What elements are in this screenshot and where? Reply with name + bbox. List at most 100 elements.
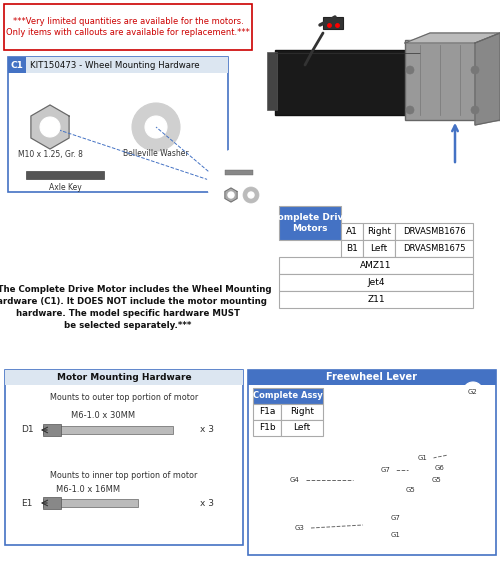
- Circle shape: [406, 66, 414, 74]
- FancyBboxPatch shape: [363, 240, 395, 257]
- Polygon shape: [225, 188, 237, 202]
- FancyBboxPatch shape: [43, 497, 61, 509]
- FancyBboxPatch shape: [8, 57, 228, 73]
- Circle shape: [248, 192, 254, 198]
- Circle shape: [406, 106, 414, 114]
- Text: Freewheel Lever: Freewheel Lever: [326, 373, 418, 383]
- Text: hardware. The model specific hardware MUST: hardware. The model specific hardware MU…: [16, 310, 240, 319]
- Text: G1: G1: [418, 455, 428, 461]
- Circle shape: [16, 419, 38, 441]
- Text: x 3: x 3: [200, 425, 214, 434]
- Circle shape: [471, 66, 479, 74]
- Text: Right: Right: [290, 408, 314, 417]
- Text: Right: Right: [367, 227, 391, 236]
- Text: G7: G7: [391, 515, 401, 521]
- Circle shape: [413, 448, 433, 468]
- FancyBboxPatch shape: [5, 370, 243, 385]
- Circle shape: [145, 116, 167, 138]
- FancyBboxPatch shape: [405, 40, 500, 120]
- FancyBboxPatch shape: [4, 4, 252, 50]
- FancyBboxPatch shape: [43, 426, 173, 434]
- Text: D1: D1: [20, 425, 34, 434]
- FancyBboxPatch shape: [495, 70, 500, 80]
- Text: G6: G6: [435, 465, 445, 471]
- Text: G7: G7: [381, 467, 391, 473]
- FancyBboxPatch shape: [43, 499, 138, 507]
- FancyBboxPatch shape: [8, 57, 26, 73]
- Polygon shape: [405, 33, 500, 43]
- Circle shape: [243, 187, 259, 203]
- Circle shape: [386, 508, 406, 528]
- Text: E1: E1: [22, 498, 32, 507]
- Text: KIT150473 - Wheel Mounting Hardware: KIT150473 - Wheel Mounting Hardware: [30, 61, 200, 70]
- Text: Motor Mounting Hardware: Motor Mounting Hardware: [56, 373, 192, 382]
- Text: ***The Complete Drive Motor includes the Wheel Mounting: ***The Complete Drive Motor includes the…: [0, 286, 272, 294]
- Circle shape: [228, 192, 234, 198]
- Text: B1: B1: [346, 244, 358, 253]
- FancyBboxPatch shape: [395, 240, 473, 257]
- FancyBboxPatch shape: [253, 388, 323, 404]
- FancyBboxPatch shape: [267, 52, 277, 110]
- FancyBboxPatch shape: [323, 17, 343, 29]
- Text: A1: A1: [346, 227, 358, 236]
- Text: F1a: F1a: [259, 408, 275, 417]
- FancyBboxPatch shape: [395, 223, 473, 240]
- Text: F1b: F1b: [258, 424, 276, 433]
- Text: be selected separately.***: be selected separately.***: [64, 321, 192, 331]
- Text: G2: G2: [468, 389, 478, 395]
- FancyBboxPatch shape: [341, 240, 363, 257]
- Text: G4: G4: [290, 477, 300, 483]
- Text: Left: Left: [370, 244, 388, 253]
- Polygon shape: [475, 33, 500, 125]
- Text: G3: G3: [295, 525, 305, 531]
- FancyBboxPatch shape: [279, 206, 341, 240]
- Polygon shape: [31, 105, 69, 149]
- Circle shape: [430, 458, 450, 478]
- Circle shape: [132, 103, 180, 151]
- FancyBboxPatch shape: [225, 170, 253, 175]
- FancyBboxPatch shape: [248, 370, 496, 385]
- Text: Complete Assy: Complete Assy: [253, 391, 323, 400]
- Text: Z11: Z11: [367, 295, 385, 304]
- Text: M10 x 1.25, Gr. 8: M10 x 1.25, Gr. 8: [18, 150, 82, 159]
- Text: G1: G1: [391, 532, 401, 538]
- Text: DRVASMB1675: DRVASMB1675: [403, 244, 465, 253]
- Circle shape: [40, 117, 60, 137]
- Text: Mounts to inner top portion of motor: Mounts to inner top portion of motor: [50, 471, 198, 480]
- Text: x 3: x 3: [200, 498, 214, 507]
- FancyBboxPatch shape: [279, 274, 473, 291]
- FancyBboxPatch shape: [281, 420, 323, 436]
- FancyBboxPatch shape: [8, 57, 228, 192]
- Text: G5: G5: [406, 487, 416, 493]
- Text: Hardware (C1). It DOES NOT include the motor mounting: Hardware (C1). It DOES NOT include the m…: [0, 298, 266, 307]
- FancyBboxPatch shape: [341, 223, 363, 240]
- Text: C1: C1: [10, 61, 24, 70]
- Text: M6-1.0 x 30MM: M6-1.0 x 30MM: [71, 412, 135, 421]
- Text: Complete Drive
Motors: Complete Drive Motors: [271, 213, 349, 232]
- Circle shape: [471, 106, 479, 114]
- FancyBboxPatch shape: [248, 370, 496, 555]
- Circle shape: [386, 525, 406, 545]
- FancyBboxPatch shape: [253, 420, 281, 436]
- FancyBboxPatch shape: [253, 404, 281, 420]
- Text: Jet4: Jet4: [367, 278, 385, 287]
- Circle shape: [463, 382, 483, 402]
- Circle shape: [376, 460, 396, 480]
- Circle shape: [401, 480, 421, 500]
- Text: Belleville Washer: Belleville Washer: [123, 150, 189, 159]
- Text: Axle Key: Axle Key: [48, 184, 82, 193]
- Text: ***Very limited quantities are available for the motors.
Only items with callout: ***Very limited quantities are available…: [6, 16, 250, 37]
- FancyBboxPatch shape: [275, 50, 420, 115]
- FancyBboxPatch shape: [26, 171, 104, 179]
- Text: Mounts to outer top portion of motor: Mounts to outer top portion of motor: [50, 393, 198, 403]
- Text: G5: G5: [431, 477, 441, 483]
- Circle shape: [290, 518, 310, 538]
- FancyBboxPatch shape: [5, 370, 243, 545]
- Circle shape: [208, 148, 278, 218]
- Text: DRVASMB1676: DRVASMB1676: [402, 227, 466, 236]
- FancyBboxPatch shape: [43, 424, 61, 436]
- Circle shape: [16, 492, 38, 514]
- Text: M6-1.0 x 16MM: M6-1.0 x 16MM: [56, 484, 120, 493]
- FancyBboxPatch shape: [279, 291, 473, 308]
- FancyBboxPatch shape: [281, 404, 323, 420]
